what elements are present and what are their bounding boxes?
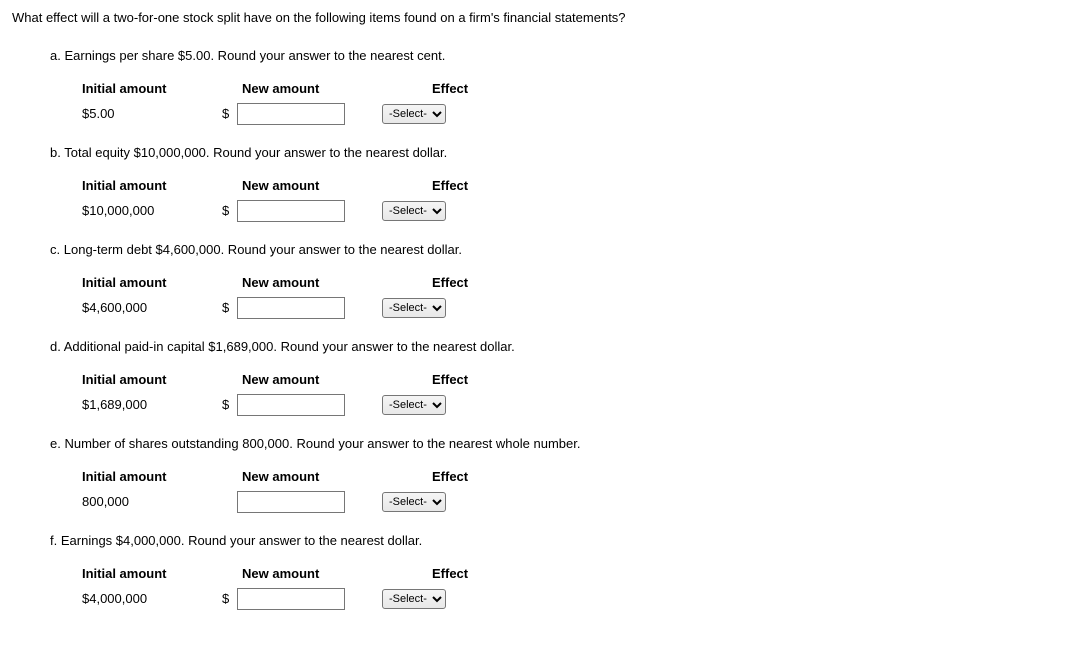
header-new: New amount — [222, 370, 402, 390]
header-row: Initial amount New amount Effect — [82, 273, 1068, 293]
dollar-sign: $ — [222, 395, 229, 415]
header-initial: Initial amount — [82, 79, 222, 99]
header-initial: Initial amount — [82, 370, 222, 390]
part-text: Earnings $4,000,000. Round your answer t… — [61, 533, 422, 548]
part-a: a. Earnings per share $5.00. Round your … — [50, 46, 1068, 125]
part-text: Earnings per share $5.00. Round your ans… — [64, 48, 445, 63]
header-new: New amount — [222, 273, 402, 293]
new-amount-input-c[interactable] — [237, 297, 345, 319]
effect-select-f[interactable]: -Select- — [382, 589, 446, 609]
part-letter: a. — [50, 48, 61, 63]
part-c: c. Long-term debt $4,600,000. Round your… — [50, 240, 1068, 319]
dollar-sign: $ — [222, 104, 229, 124]
dollar-sign: $ — [222, 589, 229, 609]
new-amount-input-a[interactable] — [237, 103, 345, 125]
header-effect: Effect — [402, 467, 592, 487]
initial-value: $4,000,000 — [82, 589, 222, 609]
part-e: e. Number of shares outstanding 800,000.… — [50, 434, 1068, 513]
part-f: f. Earnings $4,000,000. Round your answe… — [50, 531, 1068, 610]
initial-value: $1,689,000 — [82, 395, 222, 415]
effect-select-c[interactable]: -Select- — [382, 298, 446, 318]
part-letter: b. — [50, 145, 61, 160]
part-f-prompt: f. Earnings $4,000,000. Round your answe… — [50, 531, 1068, 551]
part-letter: c. — [50, 242, 60, 257]
header-initial: Initial amount — [82, 467, 222, 487]
header-effect: Effect — [402, 564, 592, 584]
data-row: $1,689,000 $ -Select- — [82, 394, 1068, 416]
new-amount-input-f[interactable] — [237, 588, 345, 610]
effect-select-e[interactable]: -Select- — [382, 492, 446, 512]
header-row: Initial amount New amount Effect — [82, 79, 1068, 99]
effect-select-b[interactable]: -Select- — [382, 201, 446, 221]
dollar-sign: $ — [222, 201, 229, 221]
header-row: Initial amount New amount Effect — [82, 467, 1068, 487]
initial-value: $4,600,000 — [82, 298, 222, 318]
initial-value: $5.00 — [82, 104, 222, 124]
new-amount-input-d[interactable] — [237, 394, 345, 416]
data-row: 800,000 $ -Select- — [82, 491, 1068, 513]
part-c-prompt: c. Long-term debt $4,600,000. Round your… — [50, 240, 1068, 260]
effect-select-a[interactable]: -Select- — [382, 104, 446, 124]
data-row: $4,600,000 $ -Select- — [82, 297, 1068, 319]
part-letter: f. — [50, 533, 57, 548]
header-initial: Initial amount — [82, 273, 222, 293]
header-effect: Effect — [402, 273, 592, 293]
question-intro: What effect will a two-for-one stock spl… — [12, 8, 1068, 28]
effect-select-d[interactable]: -Select- — [382, 395, 446, 415]
part-b-prompt: b. Total equity $10,000,000. Round your … — [50, 143, 1068, 163]
data-row: $4,000,000 $ -Select- — [82, 588, 1068, 610]
initial-value: $10,000,000 — [82, 201, 222, 221]
header-effect: Effect — [402, 79, 592, 99]
part-b: b. Total equity $10,000,000. Round your … — [50, 143, 1068, 222]
part-d-prompt: d. Additional paid-in capital $1,689,000… — [50, 337, 1068, 357]
data-row: $5.00 $ -Select- — [82, 103, 1068, 125]
header-initial: Initial amount — [82, 176, 222, 196]
part-text: Long-term debt $4,600,000. Round your an… — [64, 242, 462, 257]
header-new: New amount — [222, 564, 402, 584]
part-a-prompt: a. Earnings per share $5.00. Round your … — [50, 46, 1068, 66]
header-row: Initial amount New amount Effect — [82, 564, 1068, 584]
header-new: New amount — [222, 79, 402, 99]
header-effect: Effect — [402, 176, 592, 196]
header-initial: Initial amount — [82, 564, 222, 584]
initial-value: 800,000 — [82, 492, 222, 512]
header-new: New amount — [222, 467, 402, 487]
header-effect: Effect — [402, 370, 592, 390]
part-text: Number of shares outstanding 800,000. Ro… — [64, 436, 580, 451]
new-amount-input-e[interactable] — [237, 491, 345, 513]
header-row: Initial amount New amount Effect — [82, 370, 1068, 390]
header-new: New amount — [222, 176, 402, 196]
new-amount-input-b[interactable] — [237, 200, 345, 222]
part-text: Additional paid-in capital $1,689,000. R… — [64, 339, 515, 354]
data-row: $10,000,000 $ -Select- — [82, 200, 1068, 222]
part-letter: e. — [50, 436, 61, 451]
dollar-sign: $ — [222, 298, 229, 318]
part-d: d. Additional paid-in capital $1,689,000… — [50, 337, 1068, 416]
header-row: Initial amount New amount Effect — [82, 176, 1068, 196]
part-text: Total equity $10,000,000. Round your ans… — [64, 145, 447, 160]
part-letter: d. — [50, 339, 61, 354]
part-e-prompt: e. Number of shares outstanding 800,000.… — [50, 434, 1068, 454]
